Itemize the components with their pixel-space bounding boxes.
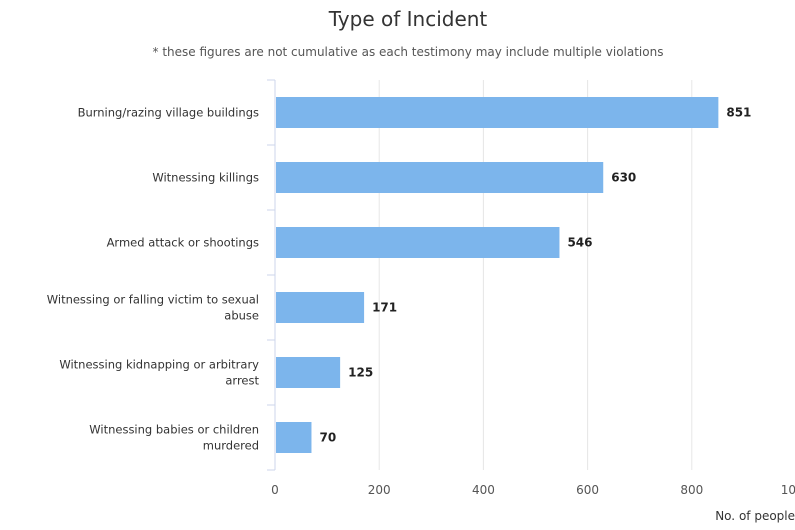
x-tick-label: 200 (368, 483, 391, 497)
data-label: 546 (567, 236, 592, 250)
chart-subtitle: * these figures are not cumulative as ea… (153, 45, 664, 59)
x-tick-label: 1000 (781, 483, 795, 497)
category-label: Witnessing or falling victim to sexual ab… (47, 293, 259, 323)
data-label: 630 (611, 171, 636, 185)
data-label: 70 (319, 431, 336, 445)
x-tick-label: 0 (271, 483, 279, 497)
bar (276, 227, 560, 258)
category-label: Witnessing kidnapping or arbitrary arrest (59, 358, 259, 388)
category-label: Witnessing killings (152, 171, 259, 185)
data-label: 851 (726, 106, 751, 120)
x-tick-label: 600 (576, 483, 599, 497)
x-tick-label: 400 (472, 483, 495, 497)
grid-layer: 0 200 400 600 800 1000 (267, 79, 795, 497)
category-label: Armed attack or shootings (107, 236, 259, 250)
bar (276, 422, 312, 453)
data-label: 171 (372, 301, 397, 315)
bar (276, 162, 604, 193)
category-label: Witnessing babies or children murdered (89, 423, 259, 453)
x-axis-title: No. of people (715, 509, 795, 523)
bar (276, 292, 365, 323)
x-tick-label: 800 (680, 483, 703, 497)
bar (276, 97, 719, 128)
labels-layer: 851 Burning/razing village buildings 630 Wi… (47, 106, 752, 453)
bar (276, 357, 341, 388)
data-label: 125 (348, 366, 373, 380)
chart-title: Type of Incident (328, 7, 488, 31)
category-label: Burning/razing village buildings (78, 106, 259, 120)
bars-layer (276, 97, 719, 453)
